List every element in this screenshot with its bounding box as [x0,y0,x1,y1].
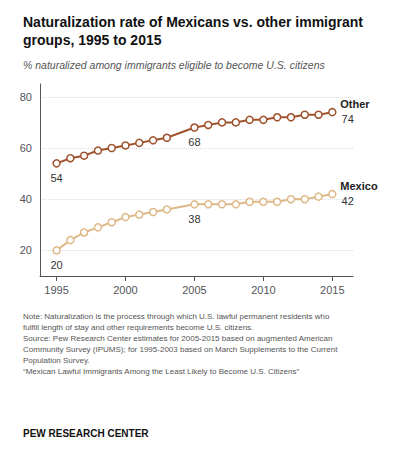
svg-text:Other: Other [340,98,370,110]
svg-text:74: 74 [342,113,354,125]
svg-text:20: 20 [20,244,32,256]
svg-text:80: 80 [20,91,32,103]
svg-text:Note: Naturalization is the pr: Note: Naturalization is the process thro… [23,312,330,321]
svg-text:42: 42 [342,195,354,207]
svg-text:60: 60 [20,142,32,154]
svg-text:2010: 2010 [251,284,275,296]
svg-text:% naturalized among immigrants: % naturalized among immigrants eligible … [23,59,325,71]
svg-text:1995: 1995 [44,284,68,296]
svg-text:Naturalization rate of Mexican: Naturalization rate of Mexicans vs. othe… [23,14,363,30]
svg-text:Mexico: Mexico [340,180,378,192]
svg-text:Source: Pew Research Center es: Source: Pew Research Center estimates fo… [23,334,333,343]
svg-text:“Mexican Lawful Immigrants Amo: “Mexican Lawful Immigrants Among the Lea… [23,367,299,376]
svg-text:40: 40 [20,193,32,205]
svg-text:54: 54 [50,172,62,184]
svg-text:fulfill length of stay and oth: fulfill length of stay and other require… [23,323,253,332]
svg-text:68: 68 [188,136,200,148]
svg-text:38: 38 [188,213,200,225]
svg-text:2015: 2015 [320,284,344,296]
svg-text:2005: 2005 [182,284,206,296]
svg-text:Community Survey (IPUMS); for: Community Survey (IPUMS); for 1995-2003 … [23,345,338,354]
svg-text:2000: 2000 [113,284,137,296]
svg-text:PEW RESEARCH CENTER: PEW RESEARCH CENTER [23,428,149,439]
svg-text:groups, 1995 to 2015: groups, 1995 to 2015 [23,32,162,48]
svg-text:20: 20 [50,259,62,271]
svg-text:Population Survey.: Population Survey. [23,356,90,365]
